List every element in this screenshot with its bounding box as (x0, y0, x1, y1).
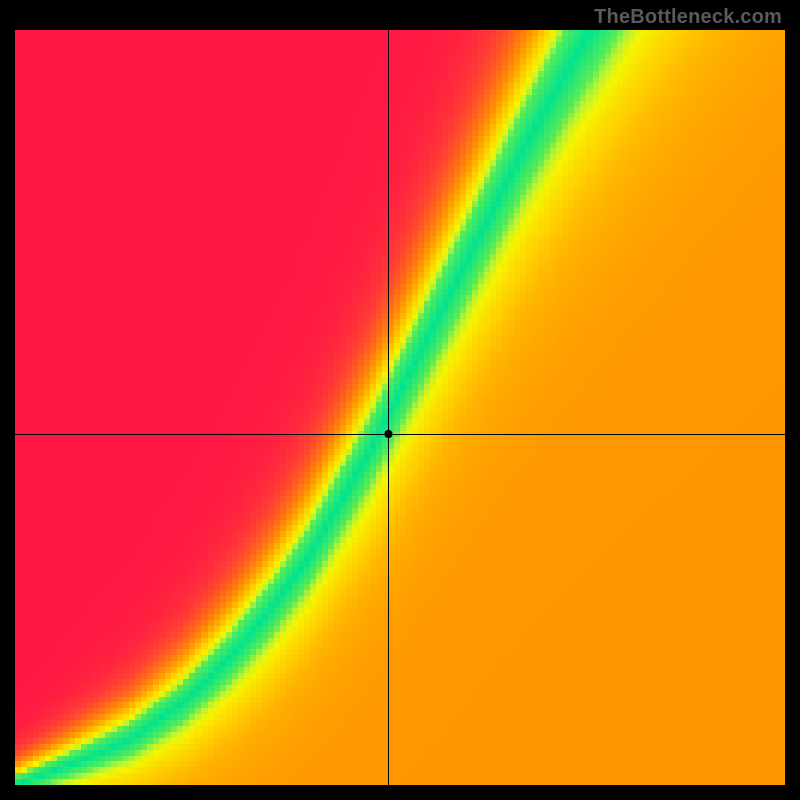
watermark-text: TheBottleneck.com (594, 6, 782, 29)
bottleneck-heatmap (0, 0, 800, 800)
